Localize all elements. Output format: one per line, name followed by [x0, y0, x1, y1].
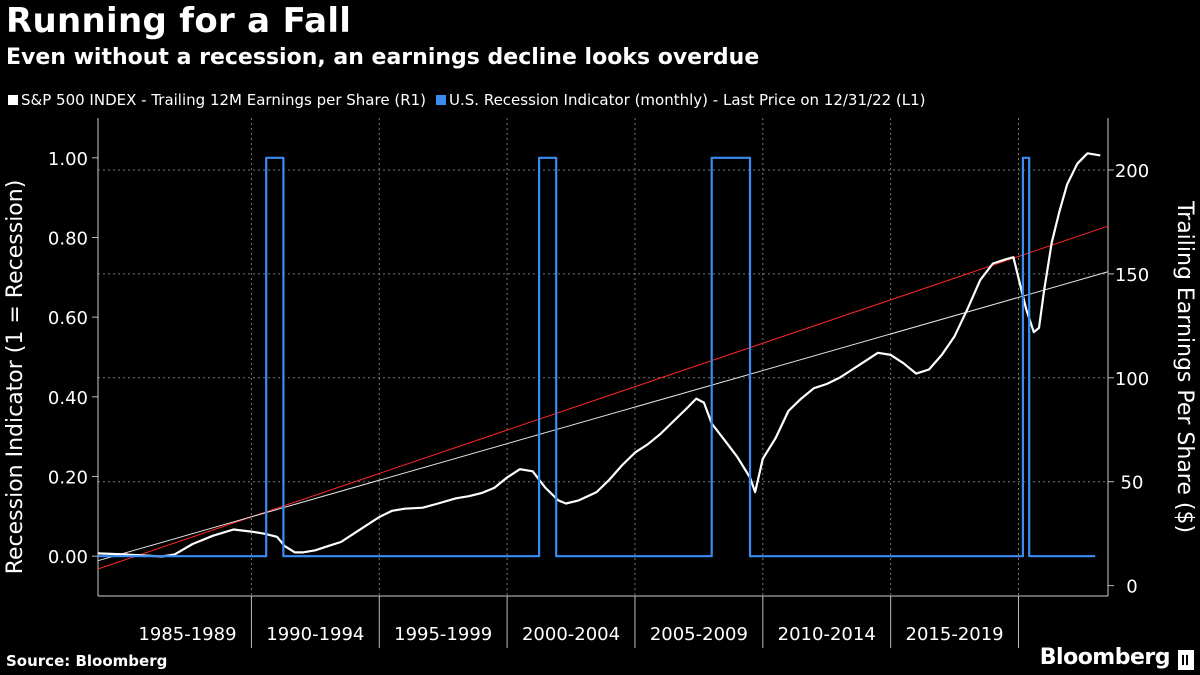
- x-category-label: 1995-1999: [394, 624, 492, 645]
- legend-label-earnings: S&P 500 INDEX - Trailing 12M Earnings pe…: [21, 91, 427, 109]
- source-note: Source: Bloomberg: [6, 652, 168, 670]
- left-tick-label: 0.60: [48, 308, 88, 329]
- series-recession-line: [98, 156, 1096, 558]
- x-category-label: 1990-1994: [266, 624, 364, 645]
- left-tick-label: 0.00: [48, 547, 88, 568]
- trendlines: [97, 225, 1109, 570]
- legend-swatch-earnings: [8, 95, 18, 105]
- legend-label-recession: U.S. Recession Indicator (monthly) - Las…: [449, 91, 926, 109]
- right-tick-label: 200: [1115, 161, 1149, 182]
- left-tick-label: 1.00: [48, 149, 88, 170]
- trendline: [97, 271, 1109, 562]
- left-axis-title: Recession Indicator (1 = Recession): [3, 180, 28, 575]
- legend-item-earnings: S&P 500 INDEX - Trailing 12M Earnings pe…: [8, 91, 426, 109]
- x-category-label: 2010-2014: [778, 624, 876, 645]
- chart-title: Running for a Fall: [6, 1, 352, 41]
- right-tick-label: 100: [1115, 369, 1149, 390]
- left-tick-label: 0.80: [48, 229, 88, 250]
- x-category-label: 2000-2004: [522, 624, 620, 645]
- right-tick-label: 0: [1126, 577, 1137, 598]
- chart-subtitle: Even without a recession, an earnings de…: [6, 45, 760, 70]
- right-tick-label: 50: [1121, 473, 1144, 494]
- left-tick-label: 0.20: [48, 468, 88, 489]
- brand-logo: Bloomberg: [1039, 645, 1171, 670]
- x-category-label: 1985-1989: [138, 624, 236, 645]
- x-category-label: 2015-2019: [906, 624, 1004, 645]
- grid: [98, 118, 1108, 596]
- brand-badge-icon: [1178, 650, 1194, 670]
- left-tick-label: 0.40: [48, 388, 88, 409]
- series-lines: [97, 152, 1101, 558]
- legend-swatch-recession: [436, 95, 447, 105]
- legend-item-recession: U.S. Recession Indicator (monthly) - Las…: [436, 91, 926, 109]
- legend: S&P 500 INDEX - Trailing 12M Earnings pe…: [8, 91, 936, 109]
- right-axis-title: Trailing Earnings Per Share ($): [1172, 200, 1197, 533]
- right-tick-label: 150: [1115, 265, 1149, 286]
- x-category-label: 2005-2009: [650, 624, 748, 645]
- axes: [92, 118, 1114, 648]
- axis-labels: 0 50 100 150 200 0.00 0.20 0.40 0.60 0.80 1.00 1985…: [3, 149, 1197, 645]
- series-earnings-line: [97, 152, 1101, 558]
